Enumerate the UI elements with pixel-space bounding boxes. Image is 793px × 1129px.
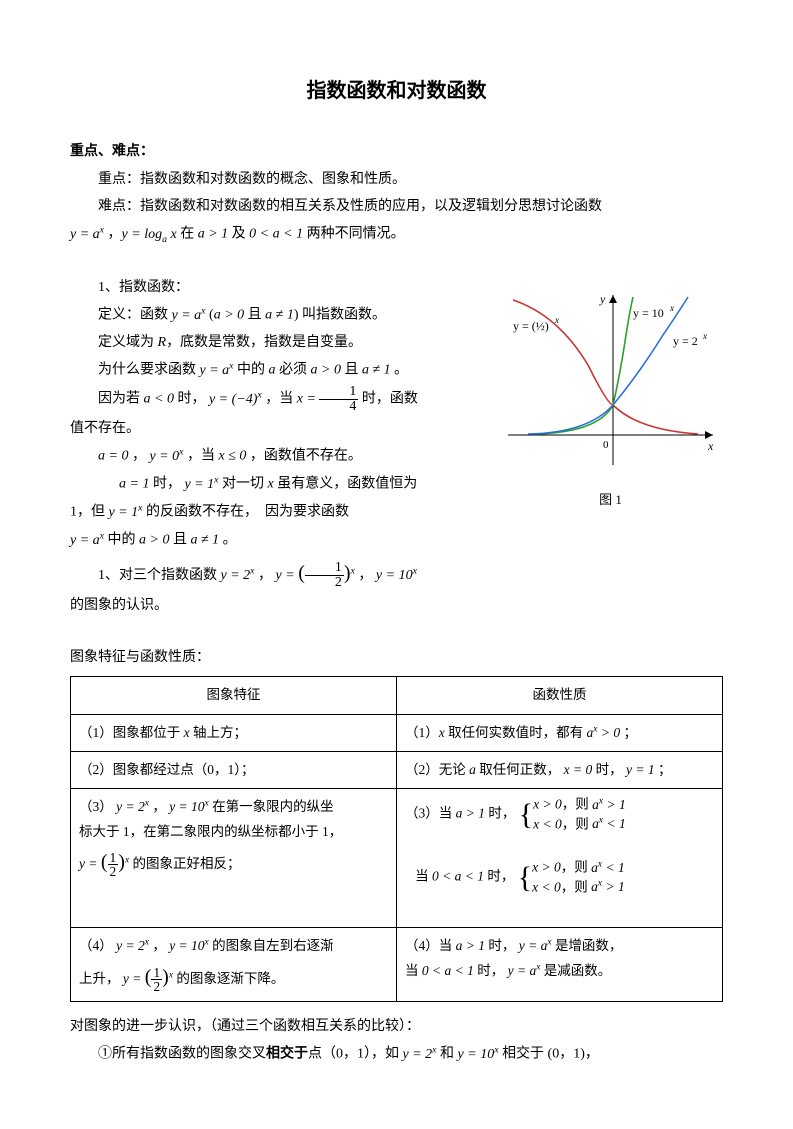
content-block: x y 0 y = (½) x y = 10 x y = 2 x 图 1 1、指… [70, 275, 723, 618]
sec1-one-a2: 1，但 y = 1x 的反函数不存在， 因为要求函数 [70, 499, 483, 525]
svg-text:x: x [554, 315, 559, 325]
sec1-why: 为什么要求函数 y = ax 中的 a 必须 a > 0 且 a ≠ 1 。 [70, 357, 483, 383]
page-title: 指数函数和对数函数 [70, 73, 723, 109]
sec1-neg-a2: 值不存在。 [70, 416, 483, 441]
table-caption: 图象特征与函数性质： [70, 645, 723, 670]
svg-text:y = (½): y = (½) [513, 319, 549, 333]
left-content: 1、指数函数： 定义：函数 y = ax (a > 0 且 a ≠ 1) 叫指数… [70, 275, 483, 414]
svg-text:0: 0 [603, 439, 609, 451]
r1b: （1）x 取任何实数值时，都有 ax > 0 ； [397, 714, 723, 751]
keypoint-text: 重点：指数函数和对数函数的概念、图象和性质。 [70, 167, 723, 192]
traits-table: 图象特征 函数性质 （1）图象都位于 x 轴上方； （1）x 取任何实数值时，都… [70, 676, 723, 1001]
svg-text:x: x [707, 439, 714, 453]
sec1-domain: 定义域为 R，底数是常数，指数是自变量。 [70, 330, 483, 355]
sec1-three: 1、对三个指数函数 y = 2x ， y = (12)x ， y = 10x [70, 555, 483, 591]
svg-text:y = 10: y = 10 [633, 306, 664, 320]
hardpoint-formula: y = ax ，y = loga x 在 a > 1 及 0 < a < 1 两… [70, 221, 723, 248]
r2b: （2）无论 a 取任何正数， x = 0 时， y = 1 ； [397, 752, 723, 789]
further-p1: ①所有指数函数的图象交叉相交于点（0，1），如 y = 2x 和 y = 10x… [70, 1041, 723, 1067]
figure-1: x y 0 y = (½) x y = 10 x y = 2 x 图 1 [498, 285, 723, 512]
r4a: （4） y = 2x ， y = 10x 的图象自左到右逐渐 上升， y = (… [71, 928, 397, 1001]
figure-caption: 图 1 [498, 488, 723, 511]
svg-text:x: x [702, 331, 707, 341]
sec1-neg-a: 因为若 a < 0 时， y = (−4)x ，当 x = 14 时，函数 [70, 385, 483, 414]
th-func-prop: 函数性质 [397, 677, 723, 714]
r2a: （2）图象都经过点（0，1）； [71, 752, 397, 789]
further-heading: 对图象的进一步认识，（通过三个函数相互关系的比较）： [70, 1014, 723, 1039]
sec1-one-a: a = 1 时， y = 1x 对一切 x 虽有意义，函数值恒为 [70, 471, 483, 497]
hardpoint-text: 难点：指数函数和对数函数的相互关系及性质的应用，以及逻辑划分思想讨论函数 [70, 194, 723, 219]
svg-text:y: y [599, 292, 606, 306]
th-image-trait: 图象特征 [71, 677, 397, 714]
heading-key-hard: 重点、难点： [70, 139, 723, 164]
sec1-def: 定义：函数 y = ax (a > 0 且 a ≠ 1) 叫指数函数。 [70, 302, 483, 328]
r3a: （3） y = 2x ， y = 10x 在第一象限内的纵坐 标大于 1，在第二… [71, 789, 397, 928]
sec1-heading: 1、指数函数： [70, 275, 483, 300]
svg-text:x: x [669, 303, 674, 313]
sec1-three2: 的图象的认识。 [70, 593, 723, 618]
exp-graph-svg: x y 0 y = (½) x y = 10 x y = 2 x [498, 285, 723, 475]
r3b: （3）当 a > 1 时， { x > 0，则 ax > 1 x < 0，则 a… [397, 789, 723, 928]
sec1-zero-a: a = 0 ， y = 0x ，当 x ≤ 0 ，函数值不存在。 [70, 443, 483, 469]
sec1-one-a3: y = ax 中的 a > 0 且 a ≠ 1 。 [70, 527, 483, 553]
r1a: （1）图象都位于 x 轴上方； [71, 714, 397, 751]
svg-text:y = 2: y = 2 [673, 334, 698, 348]
r4b: （4）当 a > 1 时， y = ax 是增函数， 当 0 < a < 1 时… [397, 928, 723, 1001]
